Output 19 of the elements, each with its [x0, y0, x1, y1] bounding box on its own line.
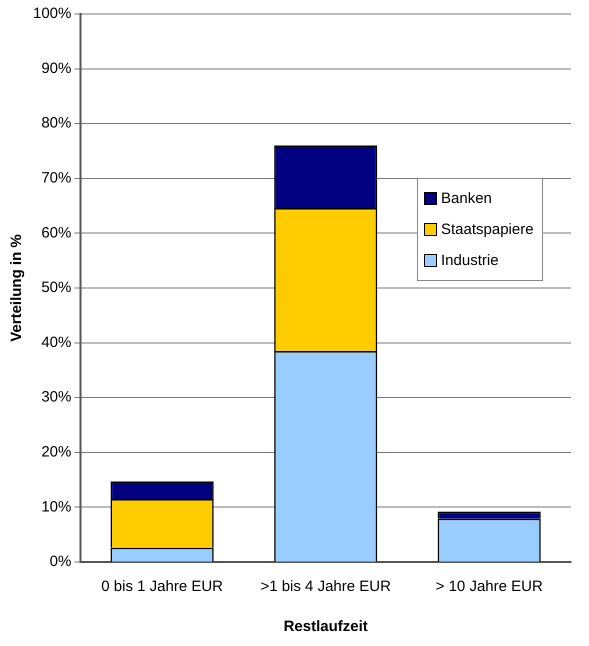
y-tick-label: 80% — [41, 114, 72, 132]
y-tick-label: 90% — [41, 60, 72, 77]
x-tick-label: > 10 Jahre EUR — [436, 578, 543, 596]
legend-label: Banken — [441, 190, 492, 208]
y-tick-label: 50% — [41, 279, 72, 296]
y-tick-label: 0% — [50, 553, 72, 570]
y-tick-label: 100% — [32, 5, 72, 22]
x-tick-label: >1 bis 4 Jahre EUR — [260, 578, 392, 596]
y-tick-label: 40% — [41, 334, 72, 351]
y-axis-title: Verteilung in % — [8, 234, 26, 342]
y-tick-label: 60% — [41, 224, 72, 242]
y-tick-label: 30% — [41, 388, 72, 406]
y-tick-label: 70% — [41, 170, 72, 187]
legend-label: Staatspapiere — [441, 221, 534, 238]
x-tick-label: 0 bis 1 Jahre EUR — [101, 578, 224, 596]
legend-label: Industrie — [441, 252, 499, 270]
x-axis-title: Restlaufzeit — [284, 618, 368, 636]
y-tick-label: 20% — [41, 444, 72, 461]
y-tick-label: 10% — [41, 498, 72, 516]
